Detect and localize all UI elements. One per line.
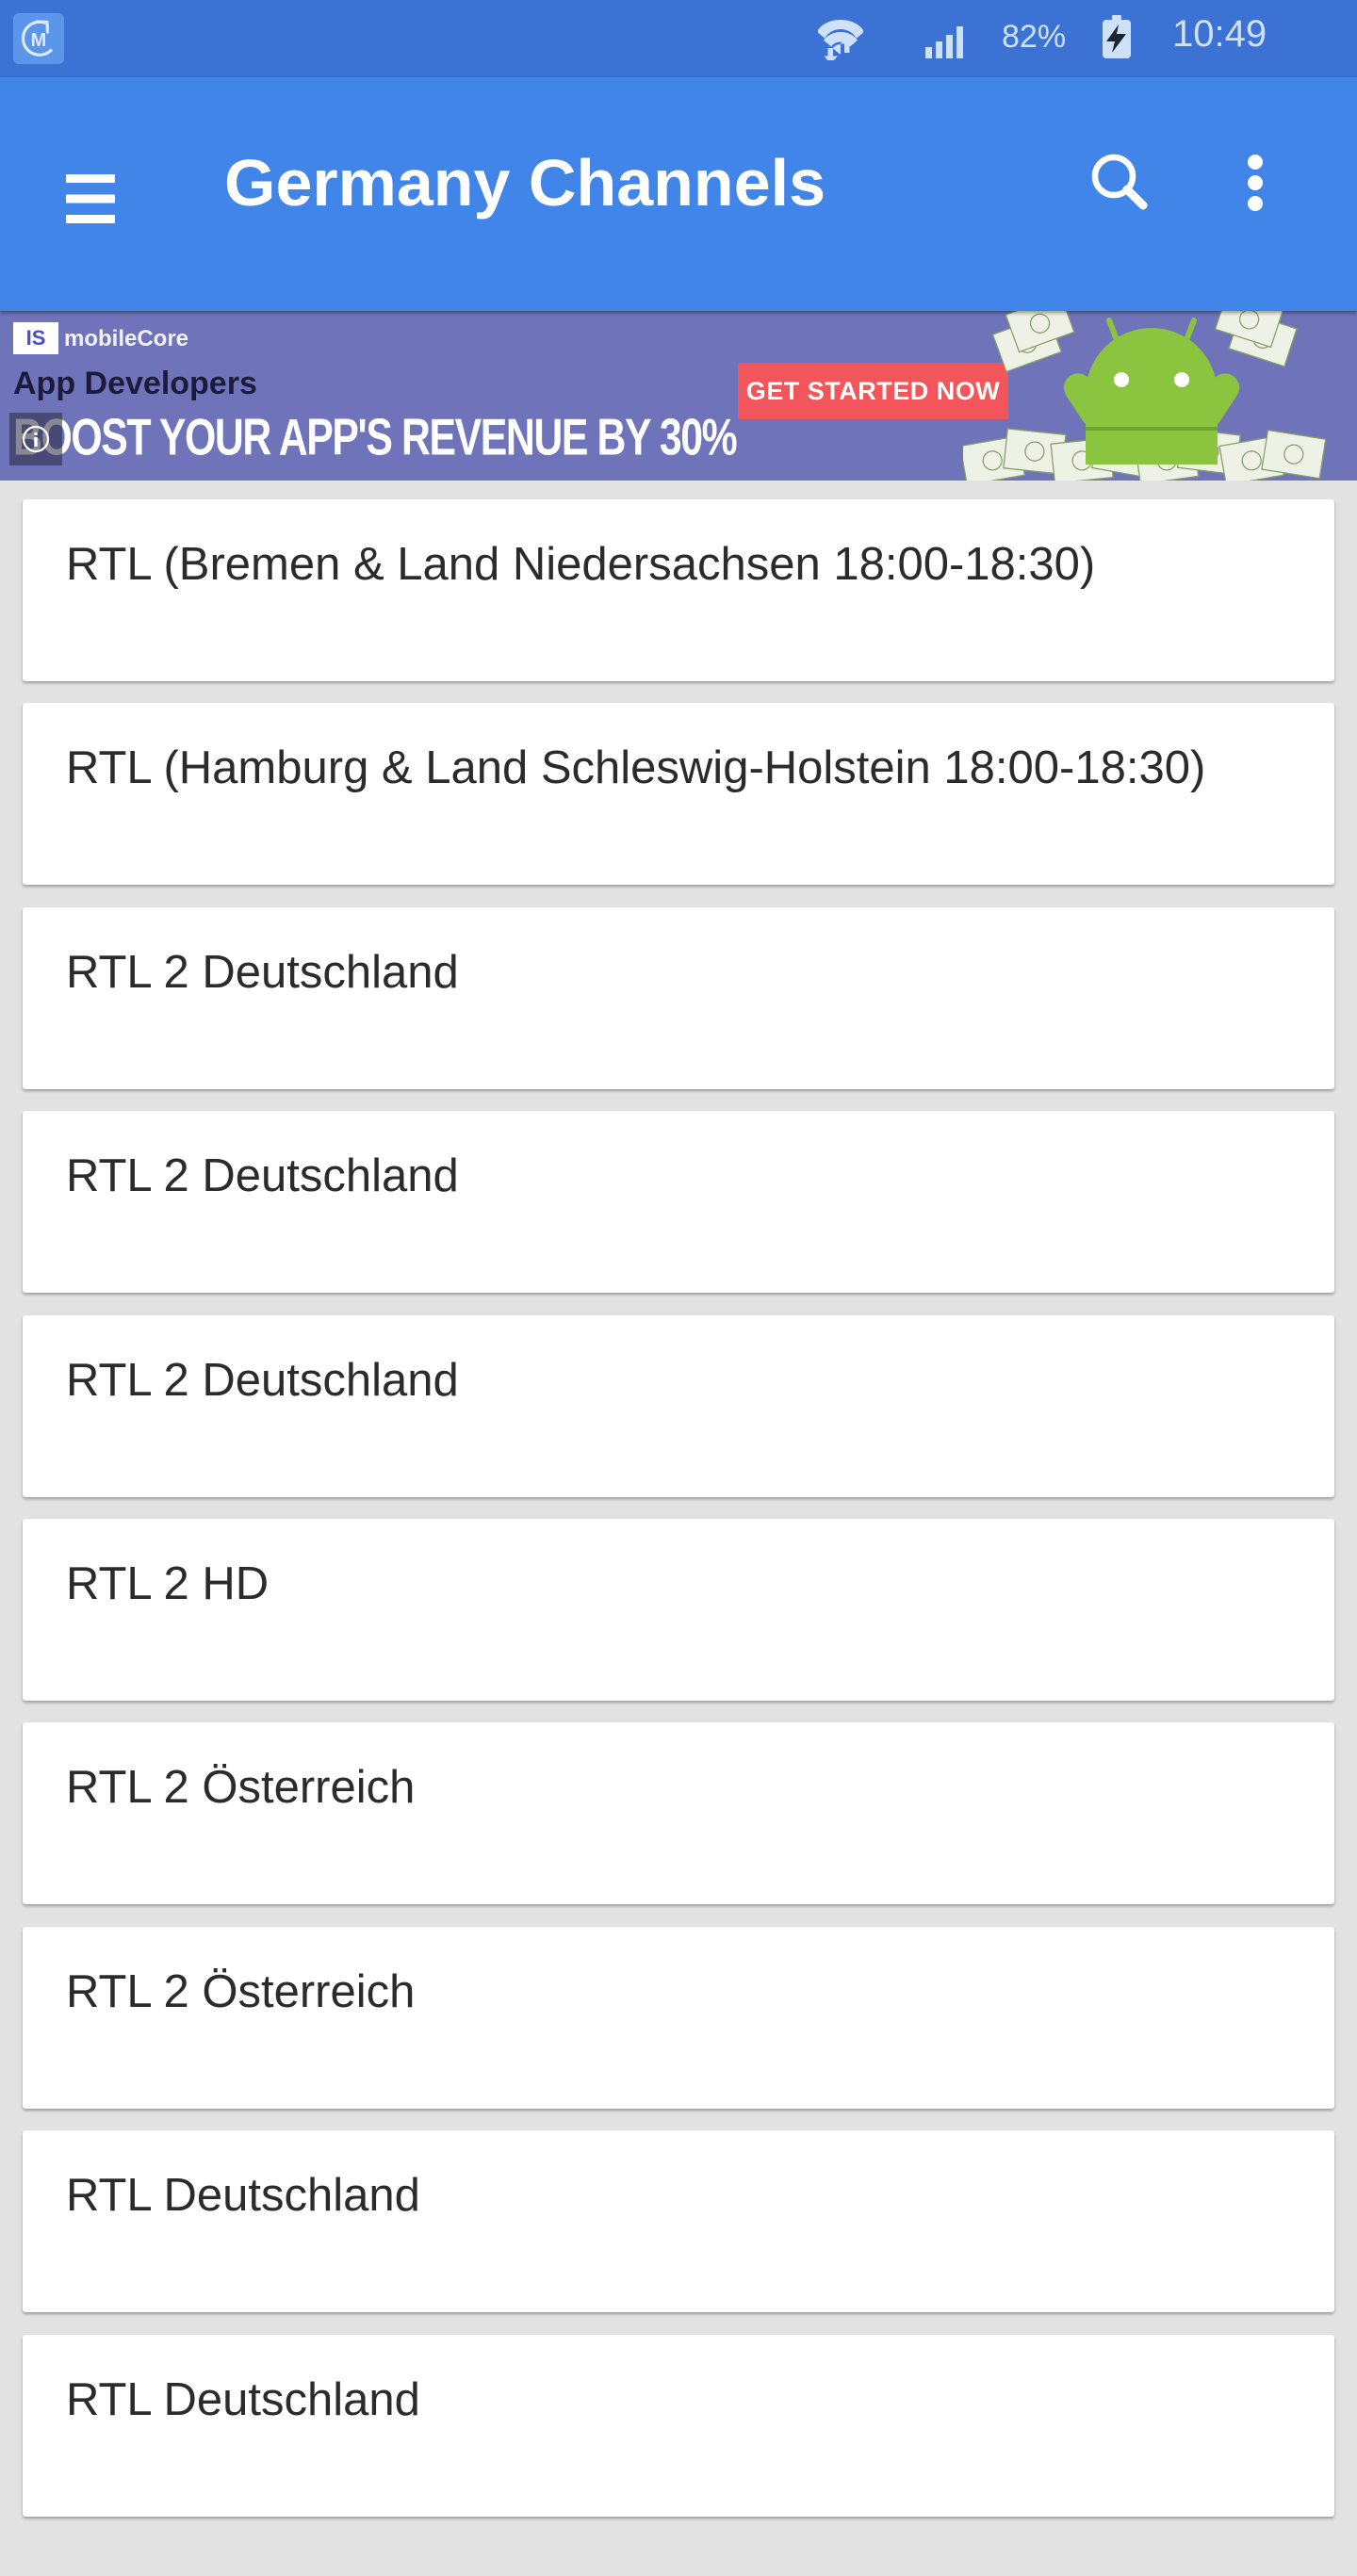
svg-text:M: M <box>31 30 47 51</box>
